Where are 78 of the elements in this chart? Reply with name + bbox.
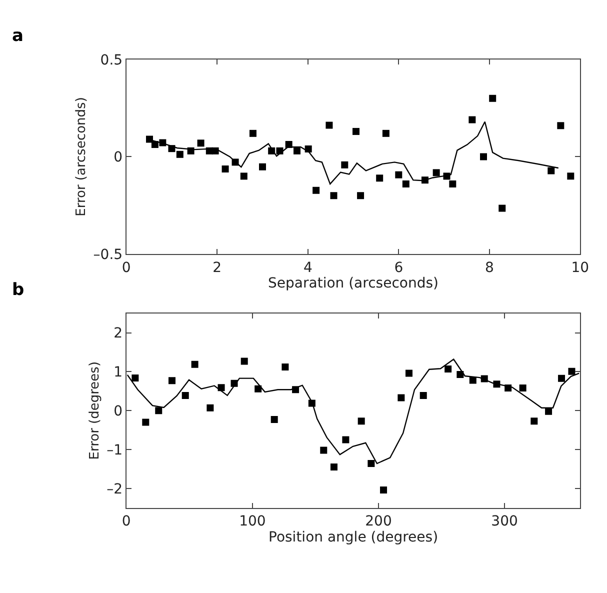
point bbox=[480, 153, 488, 160]
text: a bbox=[12, 26, 24, 46]
x-tick-label: 100 bbox=[239, 514, 266, 530]
point bbox=[548, 167, 555, 174]
point bbox=[320, 446, 328, 454]
point bbox=[368, 460, 375, 467]
x-axis-title: Position angle (degrees) bbox=[268, 530, 438, 546]
y-tick-label: 1 bbox=[114, 364, 123, 381]
point bbox=[567, 172, 574, 180]
point bbox=[259, 163, 266, 170]
point bbox=[545, 408, 552, 415]
point bbox=[405, 370, 412, 377]
point bbox=[176, 150, 184, 158]
point bbox=[498, 204, 506, 212]
x-tick-label: 6 bbox=[394, 260, 404, 276]
point bbox=[382, 130, 390, 137]
point bbox=[456, 370, 464, 378]
point bbox=[155, 407, 162, 414]
point bbox=[342, 436, 350, 444]
point bbox=[558, 374, 566, 382]
point bbox=[254, 385, 262, 392]
point bbox=[206, 404, 214, 412]
point bbox=[218, 384, 225, 392]
point bbox=[240, 172, 248, 180]
line-series bbox=[126, 358, 580, 464]
point bbox=[142, 418, 150, 426]
point bbox=[568, 368, 576, 375]
x-axis-title: Separation (arcseconds) bbox=[268, 276, 438, 292]
x-tick-label: 300 bbox=[491, 514, 518, 530]
point bbox=[357, 192, 364, 200]
point bbox=[282, 364, 289, 371]
point bbox=[395, 171, 402, 178]
y-tick-label: 0 bbox=[114, 404, 123, 420]
point bbox=[519, 384, 526, 392]
point bbox=[376, 174, 384, 182]
point bbox=[557, 122, 564, 130]
point bbox=[168, 377, 176, 384]
x-tick-label: 10 bbox=[571, 260, 590, 276]
point bbox=[530, 418, 538, 425]
point bbox=[352, 128, 360, 135]
point bbox=[449, 180, 456, 188]
point bbox=[444, 365, 452, 372]
x-tick-label: 4 bbox=[303, 260, 312, 276]
text: b bbox=[12, 280, 24, 300]
y-tick-label: 0 bbox=[114, 150, 123, 166]
y-axis-title: Error (degrees) bbox=[88, 361, 103, 460]
point bbox=[420, 392, 427, 399]
y-tick-label: 2 bbox=[114, 326, 123, 342]
point bbox=[312, 186, 320, 194]
point bbox=[330, 463, 338, 470]
point bbox=[341, 161, 348, 168]
point bbox=[469, 376, 476, 384]
point bbox=[432, 169, 440, 176]
point bbox=[222, 165, 229, 172]
point bbox=[398, 394, 405, 402]
point bbox=[326, 122, 333, 129]
point bbox=[489, 94, 496, 102]
point bbox=[270, 416, 278, 424]
y-tick-label: 0.5 bbox=[100, 52, 123, 68]
y-axis-title: Error (arcseconds) bbox=[74, 97, 90, 216]
point bbox=[358, 418, 365, 425]
x-tick-label: 2 bbox=[212, 260, 222, 276]
y-tick-label: –0.5 bbox=[93, 246, 123, 263]
point bbox=[380, 486, 388, 494]
point bbox=[402, 180, 410, 188]
point bbox=[240, 358, 248, 365]
point bbox=[293, 147, 300, 154]
point bbox=[468, 116, 476, 124]
point bbox=[132, 374, 139, 382]
point bbox=[330, 192, 338, 200]
point bbox=[249, 130, 256, 137]
y-tick-label: –1 bbox=[106, 442, 123, 458]
y-tick-label: –2 bbox=[106, 481, 123, 498]
point bbox=[197, 140, 204, 147]
x-tick-label: 8 bbox=[484, 260, 494, 276]
point bbox=[191, 360, 198, 368]
point bbox=[182, 392, 189, 399]
x-tick-label: 200 bbox=[365, 514, 392, 530]
